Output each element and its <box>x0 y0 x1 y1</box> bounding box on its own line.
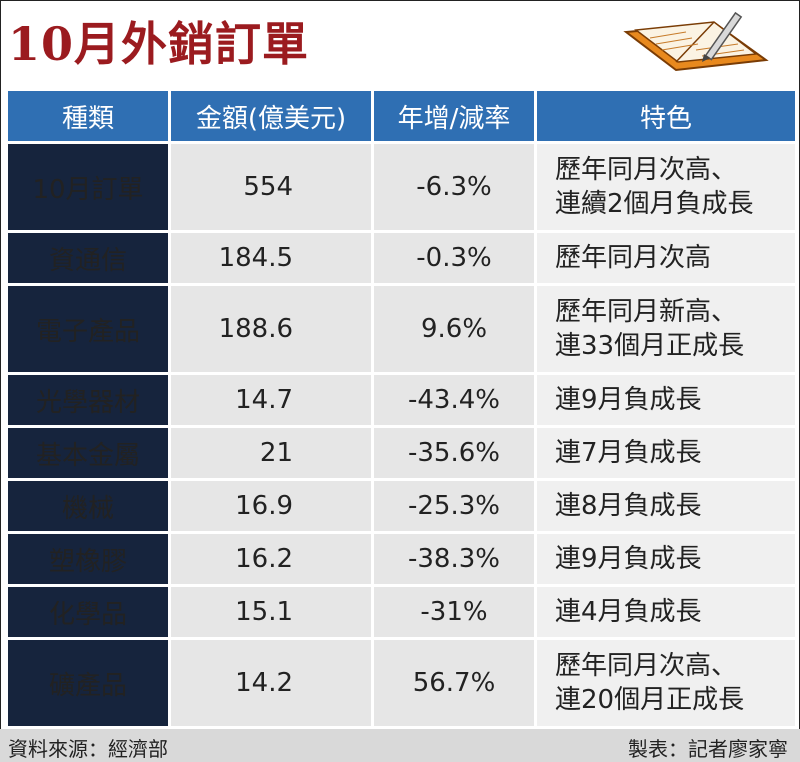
row-rate: -35.6% <box>374 428 534 478</box>
table-row: 化學品 15.1 -31% 連4月負成長 <box>8 587 795 637</box>
row-rate: -25.3% <box>374 481 534 531</box>
row-feature-line: 連8月負成長 <box>555 491 702 521</box>
row-feature-line: 連4月負成長 <box>555 597 702 627</box>
row-feature-line: 歷年同月次高、 <box>555 155 738 185</box>
row-amount: 21 <box>171 428 371 478</box>
row-feature-line: 連20個月正成長 <box>555 685 745 715</box>
table-row: 電子產品 188.6 9.6% 歷年同月新高、 連33個月正成長 <box>8 286 795 372</box>
footer-bar: 資料來源：經濟部 製表：記者廖家寧 <box>0 729 800 762</box>
page-title: 10月外銷訂單 <box>8 17 310 71</box>
table-row: 礦產品 14.2 56.7% 歷年同月次高、 連20個月正成長 <box>8 640 795 726</box>
row-category: 礦產品 <box>8 640 168 726</box>
row-amount: 184.5 <box>171 233 371 283</box>
orders-table: 種類 金額(億美元) 年增/減率 特色 10月訂單 554 -6.3% 歷年同月… <box>5 88 798 729</box>
row-amount: 16.2 <box>171 534 371 584</box>
row-feature: 歷年同月新高、 連33個月正成長 <box>537 286 795 372</box>
row-amount: 15.1 <box>171 587 371 637</box>
row-amount: 14.7 <box>171 375 371 425</box>
row-feature: 歷年同月次高、 連續2個月負成長 <box>537 144 795 230</box>
row-feature-line: 連7月負成長 <box>555 438 702 468</box>
row-category: 基本金屬 <box>8 428 168 478</box>
table-row: 機械 16.9 -25.3% 連8月負成長 <box>8 481 795 531</box>
row-feature: 歷年同月次高 <box>537 233 795 283</box>
table-row: 光學器材 14.7 -43.4% 連9月負成長 <box>8 375 795 425</box>
row-amount: 16.9 <box>171 481 371 531</box>
row-feature-line: 連33個月正成長 <box>555 331 745 361</box>
row-rate: -31% <box>374 587 534 637</box>
row-rate: 56.7% <box>374 640 534 726</box>
row-feature: 連4月負成長 <box>537 587 795 637</box>
row-category: 光學器材 <box>8 375 168 425</box>
row-category: 電子產品 <box>8 286 168 372</box>
row-category: 化學品 <box>8 587 168 637</box>
row-feature-line: 歷年同月次高、 <box>555 651 738 681</box>
table-row: 基本金屬 21 -35.6% 連7月負成長 <box>8 428 795 478</box>
row-feature-line: 歷年同月次高 <box>555 243 712 273</box>
row-amount: 554 <box>171 144 371 230</box>
table-row: 10月訂單 554 -6.3% 歷年同月次高、 連續2個月負成長 <box>8 144 795 230</box>
row-feature: 連9月負成長 <box>537 534 795 584</box>
source-note: 資料來源：經濟部 <box>8 737 168 761</box>
row-category: 10月訂單 <box>8 144 168 230</box>
row-amount: 188.6 <box>171 286 371 372</box>
table-row: 資通信 184.5 -0.3% 歷年同月次高 <box>8 233 795 283</box>
row-rate: -43.4% <box>374 375 534 425</box>
row-category: 資通信 <box>8 233 168 283</box>
col-header-rate: 年增/減率 <box>374 91 534 141</box>
row-rate: 9.6% <box>374 286 534 372</box>
row-feature-line: 連續2個月負成長 <box>555 189 754 219</box>
row-category: 塑橡膠 <box>8 534 168 584</box>
notebook-pencil-icon <box>623 11 769 72</box>
row-category: 機械 <box>8 481 168 531</box>
col-header-category: 種類 <box>8 91 168 141</box>
row-feature-line: 連9月負成長 <box>555 544 702 574</box>
row-amount: 14.2 <box>171 640 371 726</box>
row-rate: -38.3% <box>374 534 534 584</box>
col-header-feature: 特色 <box>537 91 795 141</box>
row-feature: 連7月負成長 <box>537 428 795 478</box>
row-rate: -0.3% <box>374 233 534 283</box>
row-feature: 歷年同月次高、 連20個月正成長 <box>537 640 795 726</box>
credit-note: 製表：記者廖家寧 <box>628 737 788 761</box>
row-feature: 連8月負成長 <box>537 481 795 531</box>
row-feature-line: 連9月負成長 <box>555 385 702 415</box>
row-feature: 連9月負成長 <box>537 375 795 425</box>
row-rate: -6.3% <box>374 144 534 230</box>
col-header-amount: 金額(億美元) <box>171 91 371 141</box>
table-row: 塑橡膠 16.2 -38.3% 連9月負成長 <box>8 534 795 584</box>
row-feature-line: 歷年同月新高、 <box>555 297 738 327</box>
